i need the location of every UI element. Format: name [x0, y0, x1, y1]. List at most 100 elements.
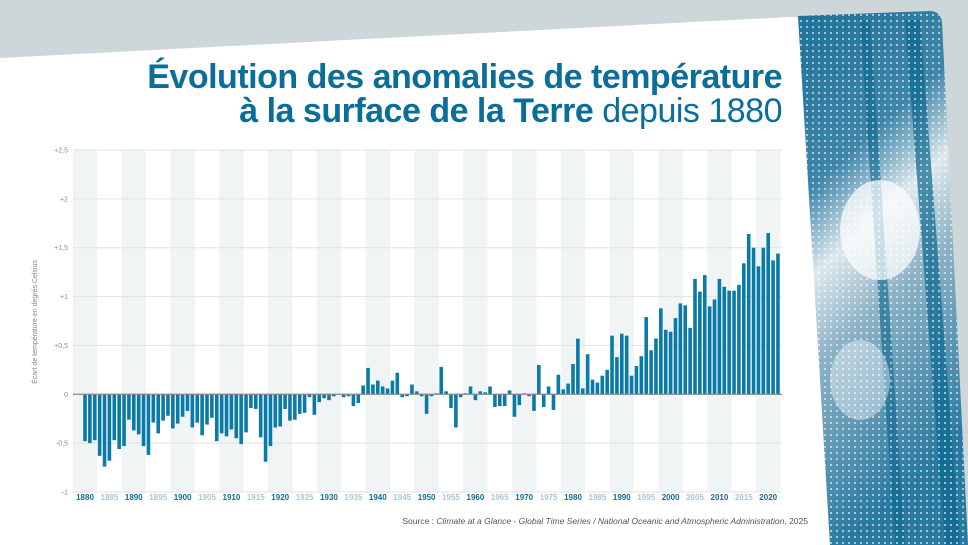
- bar-2008: [707, 306, 712, 395]
- bar-1980: [571, 363, 575, 395]
- bar-1972: [532, 394, 536, 411]
- bar-1902: [190, 394, 195, 428]
- x-tick-label: 1985: [589, 493, 607, 502]
- y-tick-label: -0,5: [56, 441, 68, 448]
- x-tick-label: 1885: [101, 493, 119, 502]
- bar-1896: [161, 394, 165, 421]
- bar-1933: [341, 394, 346, 398]
- bar-1983: [585, 354, 590, 395]
- bar-2011: [722, 286, 727, 395]
- bar-2004: [688, 327, 692, 395]
- bar-1996: [649, 350, 653, 395]
- bar-1930: [327, 394, 331, 401]
- bar-1903: [195, 394, 200, 423]
- bar-1935: [351, 394, 356, 407]
- bar-1926: [307, 394, 312, 398]
- bar-1908: [219, 394, 224, 434]
- y-axis-label: Écart de température en degrés Celsius: [30, 260, 39, 384]
- bar-1886: [112, 394, 117, 441]
- x-tick-label: 2010: [711, 493, 729, 502]
- bar-1910: [229, 394, 234, 430]
- bar-1888: [122, 394, 126, 447]
- bar-1961: [478, 391, 483, 395]
- bar-2018: [756, 266, 761, 395]
- bar-1909: [224, 394, 229, 437]
- bar-1931: [332, 394, 336, 397]
- bar-2015: [742, 263, 746, 395]
- bar-1906: [210, 394, 214, 418]
- x-tick-label: 1980: [564, 493, 582, 502]
- bar-1939: [371, 384, 375, 395]
- bar-1882: [92, 394, 97, 441]
- background-band: [414, 150, 439, 492]
- x-tick-label: 1880: [76, 493, 94, 502]
- bar-1969: [517, 394, 522, 406]
- y-tick-label: +2: [60, 196, 68, 203]
- bar-1894: [151, 394, 156, 423]
- bar-1962: [483, 392, 487, 395]
- bar-1940: [376, 380, 380, 395]
- bar-1892: [141, 394, 146, 447]
- bar-1917: [263, 394, 268, 462]
- bar-2014: [737, 284, 741, 395]
- bar-1959: [468, 386, 473, 395]
- bar-2007: [702, 275, 707, 395]
- bar-1899: [175, 394, 180, 424]
- bar-2009: [712, 299, 717, 395]
- bar-1986: [600, 375, 605, 395]
- title-line-2-bold: à la surface de la Terre: [239, 92, 594, 130]
- bar-1919: [273, 394, 278, 428]
- bar-1922: [288, 394, 292, 421]
- source-title: Climate at a Glance - Global Time Series…: [436, 516, 785, 526]
- bar-1941: [380, 386, 385, 395]
- y-tick-label: +2,5: [54, 148, 68, 155]
- bar-1937: [361, 385, 365, 395]
- bar-2012: [727, 290, 731, 395]
- bar-1991: [624, 335, 629, 395]
- bar-1976: [551, 394, 556, 410]
- x-tick-label: 1995: [637, 493, 655, 502]
- bar-1898: [171, 394, 175, 429]
- bar-2022: [776, 253, 780, 395]
- bar-1927: [312, 394, 317, 415]
- background-band: [316, 150, 342, 492]
- bar-1913: [244, 394, 248, 433]
- bar-2001: [673, 318, 678, 395]
- x-tick-label: 1915: [247, 493, 265, 502]
- bar-1916: [258, 394, 263, 438]
- bar-1988: [610, 335, 614, 395]
- bar-1949: [419, 394, 424, 397]
- bar-1934: [346, 394, 351, 397]
- y-tick-label: -1: [62, 490, 68, 497]
- bar-2005: [693, 278, 697, 395]
- x-tick-label: 1895: [149, 493, 167, 502]
- bar-1889: [127, 394, 131, 420]
- x-tick-label: 1900: [174, 493, 192, 502]
- chart-title: Évolution des anomalies de température à…: [147, 60, 782, 128]
- bar-1975: [546, 386, 551, 395]
- bar-1885: [107, 394, 112, 461]
- x-tick-label: 1945: [393, 493, 411, 502]
- bar-1957: [458, 394, 463, 398]
- bar-1955: [449, 394, 453, 408]
- bar-1918: [268, 394, 273, 447]
- x-tick-label: 1965: [491, 493, 509, 502]
- bar-1890: [132, 394, 136, 431]
- bar-1943: [390, 380, 395, 395]
- bar-1993: [634, 365, 639, 395]
- bar-1923: [293, 394, 297, 420]
- bar-1901: [185, 394, 190, 411]
- bar-1915: [254, 394, 258, 409]
- bar-1911: [234, 394, 239, 439]
- y-tick-label: +1,5: [54, 245, 68, 252]
- bar-1946: [405, 394, 409, 397]
- bar-1891: [136, 394, 141, 435]
- x-tick-label: 1990: [613, 493, 631, 502]
- bar-1924: [297, 394, 302, 414]
- bar-1947: [410, 384, 414, 395]
- bar-2017: [751, 247, 756, 395]
- x-tick-label: 1890: [125, 493, 143, 502]
- bar-1942: [385, 388, 390, 395]
- x-tick-label: 1910: [223, 493, 241, 502]
